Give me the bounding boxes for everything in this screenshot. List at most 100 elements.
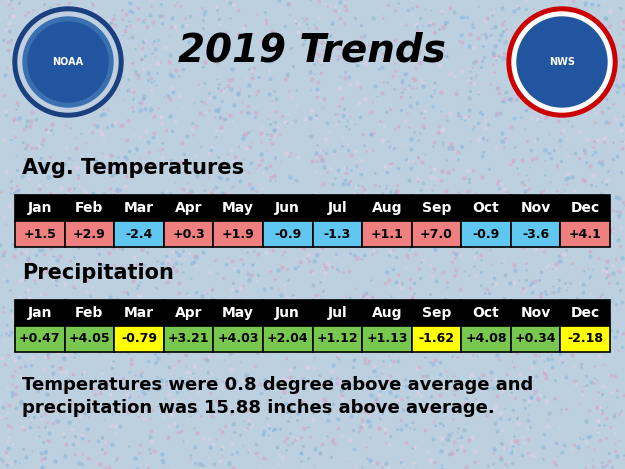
Text: NWS: NWS bbox=[549, 57, 575, 67]
Text: +4.1: +4.1 bbox=[569, 227, 602, 241]
Text: Avg. Temperatures: Avg. Temperatures bbox=[22, 158, 244, 178]
FancyBboxPatch shape bbox=[15, 221, 64, 247]
FancyBboxPatch shape bbox=[114, 326, 164, 352]
Circle shape bbox=[23, 17, 113, 107]
FancyBboxPatch shape bbox=[362, 221, 412, 247]
FancyBboxPatch shape bbox=[412, 195, 461, 221]
Text: +4.05: +4.05 bbox=[69, 333, 110, 346]
FancyBboxPatch shape bbox=[561, 221, 610, 247]
FancyBboxPatch shape bbox=[461, 195, 511, 221]
FancyBboxPatch shape bbox=[263, 221, 312, 247]
Text: Aug: Aug bbox=[372, 306, 402, 320]
Text: Jun: Jun bbox=[275, 201, 300, 215]
Text: +1.1: +1.1 bbox=[371, 227, 403, 241]
Text: +4.08: +4.08 bbox=[465, 333, 507, 346]
Text: -2.4: -2.4 bbox=[125, 227, 152, 241]
FancyBboxPatch shape bbox=[561, 195, 610, 221]
Text: +4.03: +4.03 bbox=[217, 333, 259, 346]
Text: Mar: Mar bbox=[124, 201, 154, 215]
FancyBboxPatch shape bbox=[412, 326, 461, 352]
Text: Sep: Sep bbox=[422, 201, 451, 215]
FancyBboxPatch shape bbox=[64, 221, 114, 247]
FancyBboxPatch shape bbox=[263, 326, 312, 352]
Text: Feb: Feb bbox=[75, 201, 104, 215]
FancyBboxPatch shape bbox=[114, 195, 164, 221]
Text: Jul: Jul bbox=[328, 306, 347, 320]
FancyBboxPatch shape bbox=[312, 326, 362, 352]
FancyBboxPatch shape bbox=[213, 221, 263, 247]
Text: Dec: Dec bbox=[571, 306, 600, 320]
Text: Nov: Nov bbox=[521, 201, 551, 215]
FancyBboxPatch shape bbox=[312, 195, 362, 221]
FancyBboxPatch shape bbox=[114, 300, 164, 326]
Text: +0.3: +0.3 bbox=[172, 227, 205, 241]
FancyBboxPatch shape bbox=[511, 195, 561, 221]
FancyBboxPatch shape bbox=[511, 326, 561, 352]
Circle shape bbox=[507, 7, 617, 117]
Text: +0.47: +0.47 bbox=[19, 333, 61, 346]
Text: Aug: Aug bbox=[372, 201, 402, 215]
FancyBboxPatch shape bbox=[164, 195, 213, 221]
Text: precipitation was 15.88 inches above average.: precipitation was 15.88 inches above ave… bbox=[22, 399, 495, 417]
Text: Oct: Oct bbox=[472, 201, 499, 215]
FancyBboxPatch shape bbox=[213, 195, 263, 221]
Text: Apr: Apr bbox=[175, 306, 203, 320]
Text: May: May bbox=[222, 306, 254, 320]
FancyBboxPatch shape bbox=[64, 326, 114, 352]
Text: Temperatures were 0.8 degree above average and: Temperatures were 0.8 degree above avera… bbox=[22, 376, 533, 394]
Text: +1.5: +1.5 bbox=[23, 227, 56, 241]
Text: +3.21: +3.21 bbox=[168, 333, 209, 346]
FancyBboxPatch shape bbox=[64, 195, 114, 221]
FancyBboxPatch shape bbox=[412, 221, 461, 247]
Text: Sep: Sep bbox=[422, 306, 451, 320]
FancyBboxPatch shape bbox=[561, 326, 610, 352]
Text: -1.62: -1.62 bbox=[419, 333, 454, 346]
FancyBboxPatch shape bbox=[164, 326, 213, 352]
FancyBboxPatch shape bbox=[511, 300, 561, 326]
Text: +1.12: +1.12 bbox=[316, 333, 358, 346]
Circle shape bbox=[517, 17, 607, 107]
FancyBboxPatch shape bbox=[511, 221, 561, 247]
Text: +0.34: +0.34 bbox=[515, 333, 556, 346]
Text: 2019 Trends: 2019 Trends bbox=[178, 31, 446, 69]
Text: Feb: Feb bbox=[75, 306, 104, 320]
FancyBboxPatch shape bbox=[263, 195, 312, 221]
Text: Mar: Mar bbox=[124, 306, 154, 320]
Text: Jan: Jan bbox=[28, 201, 52, 215]
FancyBboxPatch shape bbox=[263, 300, 312, 326]
FancyBboxPatch shape bbox=[114, 221, 164, 247]
FancyBboxPatch shape bbox=[15, 300, 64, 326]
FancyBboxPatch shape bbox=[312, 300, 362, 326]
FancyBboxPatch shape bbox=[15, 326, 64, 352]
Text: Nov: Nov bbox=[521, 306, 551, 320]
Text: Apr: Apr bbox=[175, 201, 203, 215]
Text: +1.13: +1.13 bbox=[366, 333, 408, 346]
FancyBboxPatch shape bbox=[312, 221, 362, 247]
Text: -3.6: -3.6 bbox=[522, 227, 549, 241]
FancyBboxPatch shape bbox=[15, 195, 64, 221]
FancyBboxPatch shape bbox=[213, 326, 263, 352]
FancyBboxPatch shape bbox=[362, 326, 412, 352]
Text: +2.9: +2.9 bbox=[73, 227, 106, 241]
Text: +1.9: +1.9 bbox=[222, 227, 254, 241]
FancyBboxPatch shape bbox=[362, 300, 412, 326]
Text: May: May bbox=[222, 201, 254, 215]
FancyBboxPatch shape bbox=[64, 300, 114, 326]
FancyBboxPatch shape bbox=[461, 221, 511, 247]
Text: Jun: Jun bbox=[275, 306, 300, 320]
FancyBboxPatch shape bbox=[164, 300, 213, 326]
Circle shape bbox=[18, 12, 118, 112]
FancyBboxPatch shape bbox=[362, 195, 412, 221]
FancyBboxPatch shape bbox=[461, 326, 511, 352]
Text: Jul: Jul bbox=[328, 201, 347, 215]
Text: -2.18: -2.18 bbox=[568, 333, 603, 346]
FancyBboxPatch shape bbox=[461, 300, 511, 326]
FancyBboxPatch shape bbox=[164, 221, 213, 247]
FancyBboxPatch shape bbox=[213, 300, 263, 326]
Text: Jan: Jan bbox=[28, 306, 52, 320]
Text: Dec: Dec bbox=[571, 201, 600, 215]
Text: +2.04: +2.04 bbox=[267, 333, 309, 346]
FancyBboxPatch shape bbox=[412, 300, 461, 326]
Text: Precipitation: Precipitation bbox=[22, 263, 174, 283]
Text: -1.3: -1.3 bbox=[324, 227, 351, 241]
